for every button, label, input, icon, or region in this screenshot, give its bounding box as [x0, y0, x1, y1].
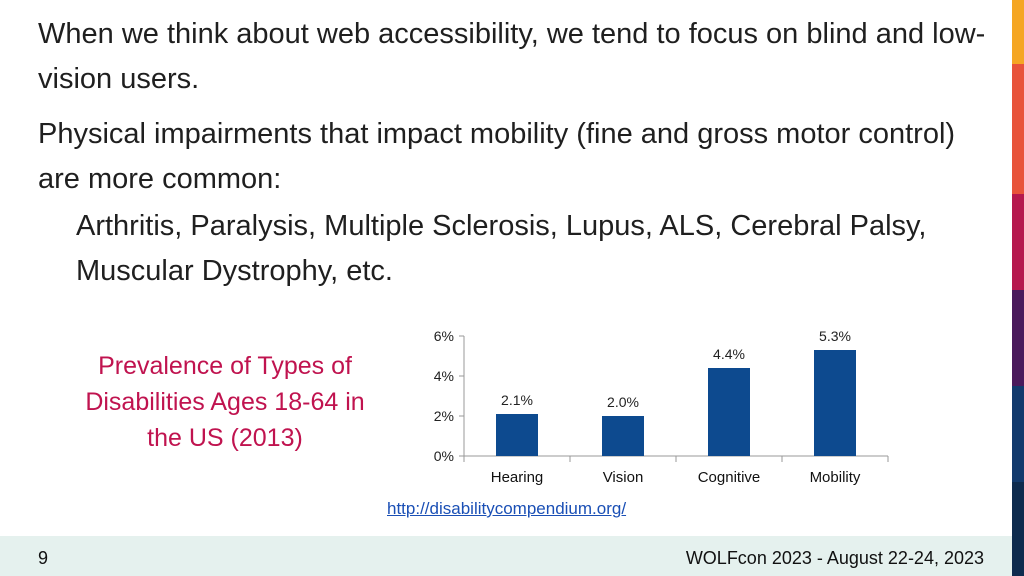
stripe-segment	[1012, 386, 1024, 482]
stripe-segment	[1012, 64, 1024, 194]
y-tick-label: 2%	[434, 408, 454, 424]
stripe-segment	[1012, 482, 1024, 576]
paragraph-conditions-list: Arthritis, Paralysis, Multiple Sclerosis…	[76, 210, 927, 287]
paragraph-web-accessibility: When we think about web accessibility, w…	[38, 18, 986, 95]
disability-bar-chart: 0% 2% 4% 6% 2.1% Hearing 2.0% Vision 4.4% Cogniti…	[434, 328, 889, 486]
bar-cognitive	[708, 368, 750, 456]
paragraph-physical-impairments: Physical impairments that impact mobilit…	[38, 118, 956, 195]
slide-body: When we think about web accessibility, w…	[38, 12, 998, 304]
data-label: 4.4%	[713, 346, 745, 362]
category-label: Vision	[603, 469, 644, 486]
category-label: Hearing	[491, 469, 544, 486]
data-label: 2.0%	[607, 394, 639, 410]
data-label: 5.3%	[819, 328, 851, 344]
bar-vision	[602, 416, 644, 456]
stripe-segment	[1012, 290, 1024, 386]
y-tick-label: 6%	[434, 328, 454, 344]
stripe-segment	[1012, 0, 1024, 64]
accent-stripe	[1012, 0, 1024, 576]
y-tick-label: 0%	[434, 448, 454, 464]
stripe-segment	[1012, 194, 1024, 290]
bar-hearing	[496, 414, 538, 456]
footer-event-text: WOLFcon 2023 - August 22-24, 2023	[685, 548, 984, 568]
footer-bar	[0, 536, 1012, 576]
data-label: 2.1%	[501, 392, 533, 408]
category-label: Cognitive	[698, 469, 761, 486]
chart-title: Prevalence of Types of Disabilities Ages…	[85, 352, 365, 452]
source-link[interactable]: http://disabilitycompendium.org/	[387, 499, 627, 518]
bar-mobility	[814, 350, 856, 456]
page-number: 9	[38, 548, 49, 568]
y-tick-label: 4%	[434, 368, 454, 384]
category-label: Mobility	[810, 469, 861, 486]
